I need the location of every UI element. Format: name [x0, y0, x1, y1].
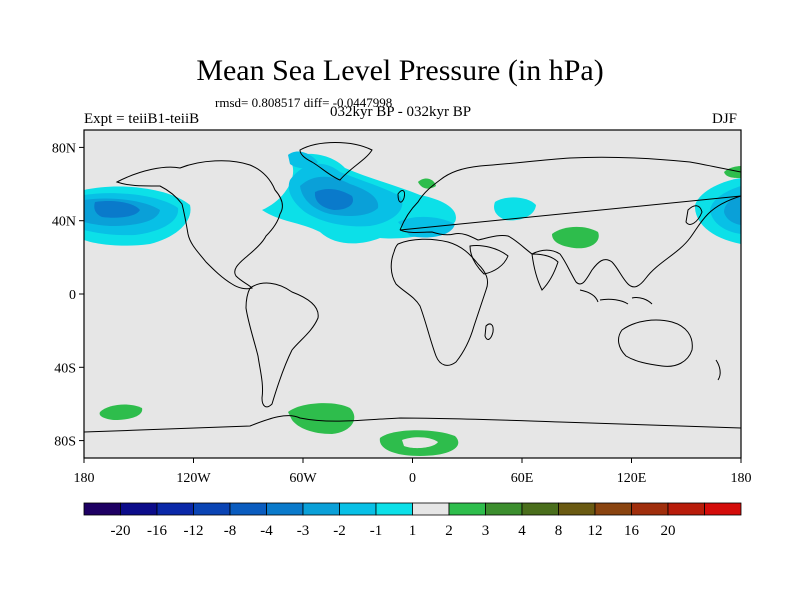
lat-tick-label: 0: [69, 288, 76, 303]
coastlines: [84, 142, 741, 433]
anomaly-region-north-pacific-east-core: [724, 195, 741, 225]
coastline-india: [531, 253, 559, 291]
lon-tick-label: 180: [731, 471, 752, 486]
coastline-japan: [685, 205, 703, 225]
anomaly-region-north-pacific-west-deep: [94, 200, 140, 218]
map-plot-area: [84, 130, 741, 458]
coastline-south-america: [245, 282, 319, 408]
coastline-madagascar: [484, 323, 494, 340]
legend-swatch: [302, 502, 340, 516]
legend-label: -4: [260, 523, 273, 539]
lon-tick-label: 0: [409, 471, 416, 486]
legend-swatch: [229, 502, 267, 516]
anomaly-region-caspian: [494, 197, 536, 221]
legend-label: -16: [147, 523, 167, 539]
coastline-indonesia: [579, 289, 653, 305]
stats-label: rmsd= 0.808517 diff= -0.0447998: [215, 95, 393, 110]
legend-swatch: [120, 502, 158, 516]
legend-label: 16: [624, 523, 640, 539]
legend-label: -12: [184, 523, 204, 539]
coastline-british-isles: [397, 190, 405, 203]
legend-swatch: [156, 502, 194, 516]
anomaly-region-south-atlantic: [288, 403, 355, 434]
legend-label: 12: [588, 523, 603, 539]
legend-label: -20: [111, 523, 131, 539]
legend-label: -1: [370, 523, 383, 539]
season-label: DJF: [712, 111, 738, 127]
chart-title: Mean Sea Level Pressure (in hPa): [196, 54, 604, 87]
lon-tick-label: 120W: [176, 471, 211, 486]
legend-swatch: [485, 502, 523, 516]
coastline-new-zealand: [715, 359, 721, 381]
legend-swatch: [339, 502, 377, 516]
lon-tick-label: 120E: [617, 471, 647, 486]
coastline-north-america: [115, 160, 283, 290]
pressure-anomaly-shading: [84, 151, 741, 456]
legend-label: 8: [555, 523, 563, 539]
lat-tick-label: 40S: [54, 361, 76, 376]
latitude-axis: 80N 40N 0 40S 80S: [52, 141, 84, 450]
period-label: 032kyr BP - 032kyr BP: [330, 104, 472, 120]
lat-tick-label: 80N: [52, 141, 76, 156]
legend-label: 20: [661, 523, 676, 539]
legend-swatch: [83, 502, 121, 516]
legend-label: 3: [482, 523, 490, 539]
legend-swatch: [448, 502, 486, 516]
legend-swatch: [266, 502, 304, 516]
legend-swatch: [412, 502, 450, 516]
legend-swatch: [193, 502, 231, 516]
lat-tick-label: 80S: [54, 435, 76, 450]
legend-swatch: [558, 502, 596, 516]
legend-label: 1: [409, 523, 417, 539]
legend-swatch: [704, 502, 742, 516]
legend-swatch: [521, 502, 559, 516]
lon-tick-label: 60W: [289, 471, 317, 486]
anomaly-region-south-pacific: [99, 404, 143, 420]
longitude-axis: 180 120W 60W 0 60E 120E 180: [74, 458, 752, 486]
legend-swatch: [667, 502, 705, 516]
legend-swatch: [631, 502, 669, 516]
coastline-africa: [390, 238, 489, 366]
legend-label: -3: [297, 523, 310, 539]
coastline-antarctica: [84, 415, 741, 433]
coastline-greenland: [299, 142, 373, 181]
coastline-eurasia: [399, 156, 741, 288]
anomaly-region-baffin: [288, 151, 318, 169]
anomaly-region-tibet: [552, 226, 599, 249]
legend-label: 4: [518, 523, 526, 539]
legend-label: -2: [333, 523, 346, 539]
anomaly-region-north-atlantic-deep: [314, 189, 354, 210]
legend-swatch: [375, 502, 413, 516]
lon-tick-label: 60E: [511, 471, 534, 486]
legend-label: -8: [224, 523, 237, 539]
color-legend: -20 -16 -12 -8 -4 -3 -2 -1 1 2 3 4 8 12 16 20: [83, 502, 742, 539]
coastline-australia: [618, 319, 693, 367]
experiment-label: Expt = teiiB1-teiiB: [84, 111, 200, 127]
lon-tick-label: 180: [74, 471, 95, 486]
legend-label: 2: [445, 523, 453, 539]
coastline-arabia: [469, 245, 509, 275]
legend-swatch: [594, 502, 632, 516]
anomaly-region-southern-ocean-hole: [402, 437, 438, 449]
lat-tick-label: 40N: [52, 215, 76, 230]
